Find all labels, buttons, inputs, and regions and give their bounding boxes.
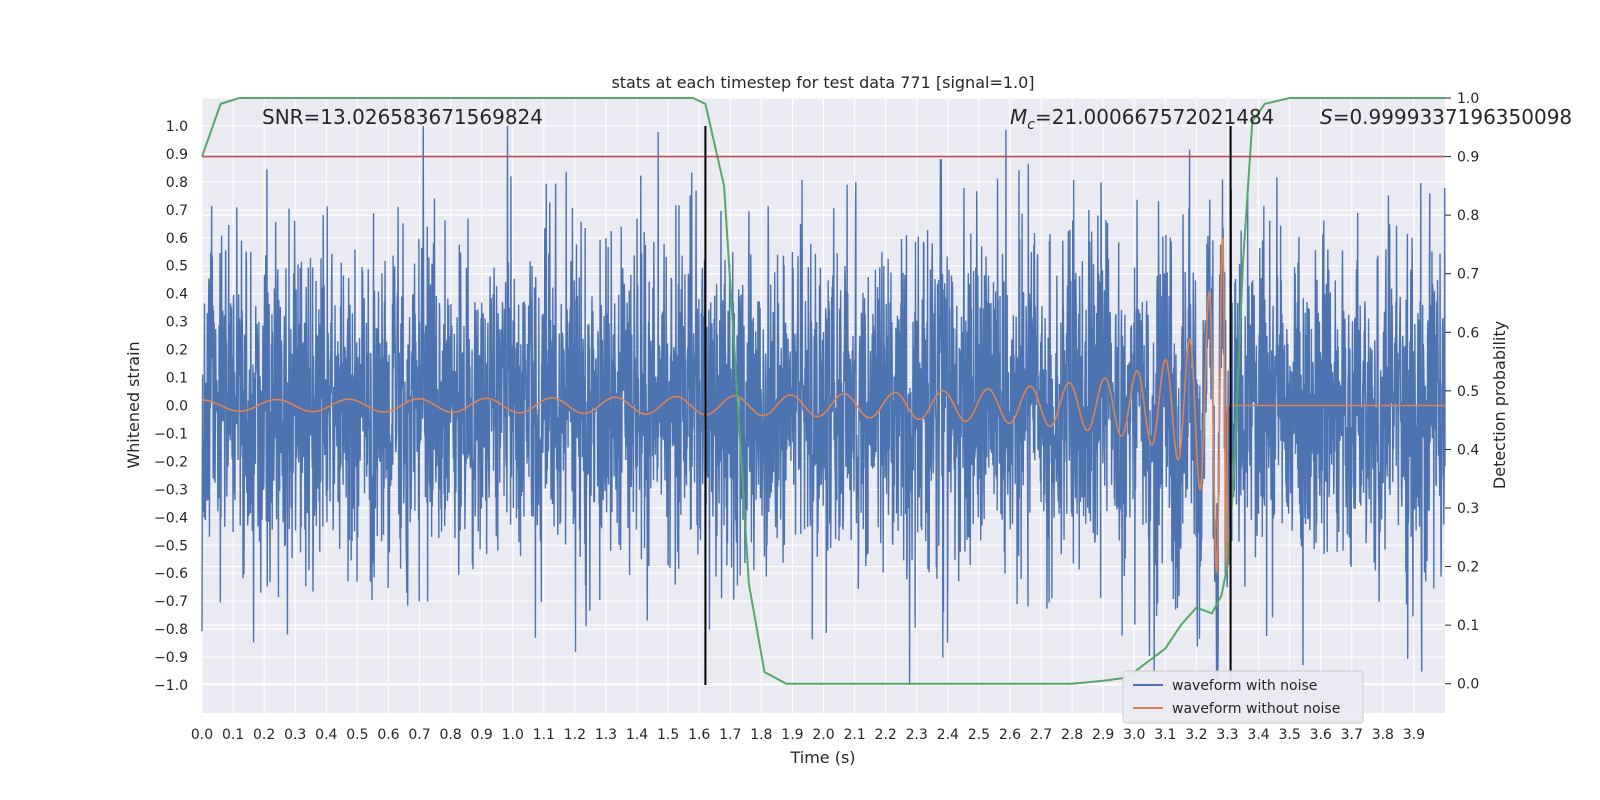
x-tick-0.7: 0.7 [408,727,430,743]
x-tick-0.0: 0.0 [191,727,213,743]
x-axis-label: Time (s) [789,748,855,767]
y-tick--0.5: −0.5 [154,538,188,554]
x-tick-0.1: 0.1 [222,727,244,743]
y2-tick-0.7: 0.7 [1457,267,1479,283]
x-tick-0.8: 0.8 [439,727,461,743]
x-tick-3.9: 3.9 [1403,727,1425,743]
x-tick-0.2: 0.2 [253,727,275,743]
y-tick--0.7: −0.7 [154,594,188,610]
x-tick-1.7: 1.7 [719,727,741,743]
x-tick-0.3: 0.3 [284,727,306,743]
y-tick-0.5: 0.5 [166,259,188,275]
x-tick-1.2: 1.2 [564,727,586,743]
y-tick--0.4: −0.4 [154,510,188,526]
x-tick-3.3: 3.3 [1216,727,1238,743]
snr-annotation: SNR=13.026583671569824 [262,105,543,129]
s-symbol: S [1320,105,1333,129]
y-axis-label: Whitened strain [124,341,143,468]
y-tick-0.6: 0.6 [166,231,188,247]
mc-subscript: c [1027,117,1035,133]
y2-tick-0.6: 0.6 [1457,325,1479,341]
x-tick-0.9: 0.9 [471,727,493,743]
y2-tick-0.2: 0.2 [1457,560,1479,576]
y-tick-0.7: 0.7 [166,203,188,219]
x-tick-1.5: 1.5 [657,727,679,743]
y-tick-0.1: 0.1 [166,371,188,387]
x-tick-2.3: 2.3 [906,727,928,743]
y-tick-0.0: 0.0 [166,399,188,415]
x-tick-2.4: 2.4 [937,727,959,743]
x-tick-1.4: 1.4 [626,727,648,743]
x-tick-1.9: 1.9 [781,727,803,743]
x-tick-1.3: 1.3 [595,727,617,743]
y-tick--0.2: −0.2 [154,454,188,470]
x-tick-3.0: 3.0 [1123,727,1145,743]
x-tick-3.2: 3.2 [1185,727,1207,743]
legend-label-clean: waveform without noise [1172,701,1340,717]
y-tick-0.8: 0.8 [166,175,188,191]
marker-lines [704,125,1232,686]
legend-label-noise: waveform with noise [1172,678,1317,694]
y-tick--0.9: −0.9 [154,650,188,666]
y2-tick-0.3: 0.3 [1457,501,1479,517]
mc-annotation: Mc=21.000667572021484 [1010,105,1274,133]
y-tick--0.1: −0.1 [154,426,188,442]
y-tick-0.4: 0.4 [166,287,188,303]
noise-waveform-path [201,125,1446,686]
x-tick-2.5: 2.5 [968,727,990,743]
y-tick--0.6: −0.6 [154,566,188,582]
x-tick-1.6: 1.6 [688,727,710,743]
y2-tick-0.8: 0.8 [1457,208,1479,224]
x-axis-ticks: 0.0 0.1 0.2 0.3 0.4 0.5 0.6 0.7 0.8 0.9 1.0 1.1 1.2 1… [191,727,1425,743]
y-tick-0.9: 0.9 [166,147,188,163]
x-tick-1.8: 1.8 [750,727,772,743]
s-value: =0.9999337196350098 [1333,105,1572,129]
y2-tick-0.0: 0.0 [1457,677,1479,693]
x-tick-3.7: 3.7 [1341,727,1363,743]
x-tick-3.8: 3.8 [1372,727,1394,743]
x-tick-2.9: 2.9 [1092,727,1114,743]
s-annotation: S=0.9999337196350098 [1320,105,1572,129]
y2-axis-ticks: 1.0 0.9 0.8 0.7 0.6 0.5 0.4 0.3 0.2 0.1 0.0 [1445,91,1479,693]
x-tick-2.8: 2.8 [1061,727,1083,743]
chart-title: stats at each timestep for test data 771… [611,73,1034,92]
x-tick-2.2: 2.2 [875,727,897,743]
y-tick-1.0: 1.0 [166,119,188,135]
x-tick-0.6: 0.6 [377,727,399,743]
x-tick-1.1: 1.1 [533,727,555,743]
x-tick-0.5: 0.5 [346,727,368,743]
y2-tick-1.0: 1.0 [1457,91,1479,107]
x-tick-3.6: 3.6 [1310,727,1332,743]
legend: waveform with noise waveform without noi… [1122,670,1364,724]
mc-value: =21.000667572021484 [1035,105,1274,129]
x-tick-3.4: 3.4 [1247,727,1269,743]
x-tick-3.5: 3.5 [1278,727,1300,743]
y-axis-ticks: 1.0 0.9 0.8 0.7 0.6 0.5 0.4 0.3 0.2 0.1 0.0 −0.1 −0.… [154,119,188,694]
y-tick-0.3: 0.3 [166,315,188,331]
y-tick--1.0: −1.0 [154,678,188,694]
x-tick-2.7: 2.7 [1030,727,1052,743]
x-tick-2.6: 2.6 [999,727,1021,743]
x-tick-1.0: 1.0 [502,727,524,743]
y-tick--0.3: −0.3 [154,482,188,498]
y-tick--0.8: −0.8 [154,622,188,638]
legend-box [1122,670,1364,724]
y2-axis-label: Detection probability [1490,321,1509,489]
x-tick-2.1: 2.1 [843,727,865,743]
x-tick-0.4: 0.4 [315,727,337,743]
y-tick-0.2: 0.2 [166,343,188,359]
x-tick-2.0: 2.0 [812,727,834,743]
y2-tick-0.5: 0.5 [1457,384,1479,400]
mc-symbol: M [1010,105,1027,129]
y2-tick-0.9: 0.9 [1457,150,1479,166]
y2-tick-0.1: 0.1 [1457,618,1479,634]
x-tick-3.1: 3.1 [1154,727,1176,743]
series-waveform-with-noise [201,125,1446,686]
y2-tick-0.4: 0.4 [1457,442,1479,458]
